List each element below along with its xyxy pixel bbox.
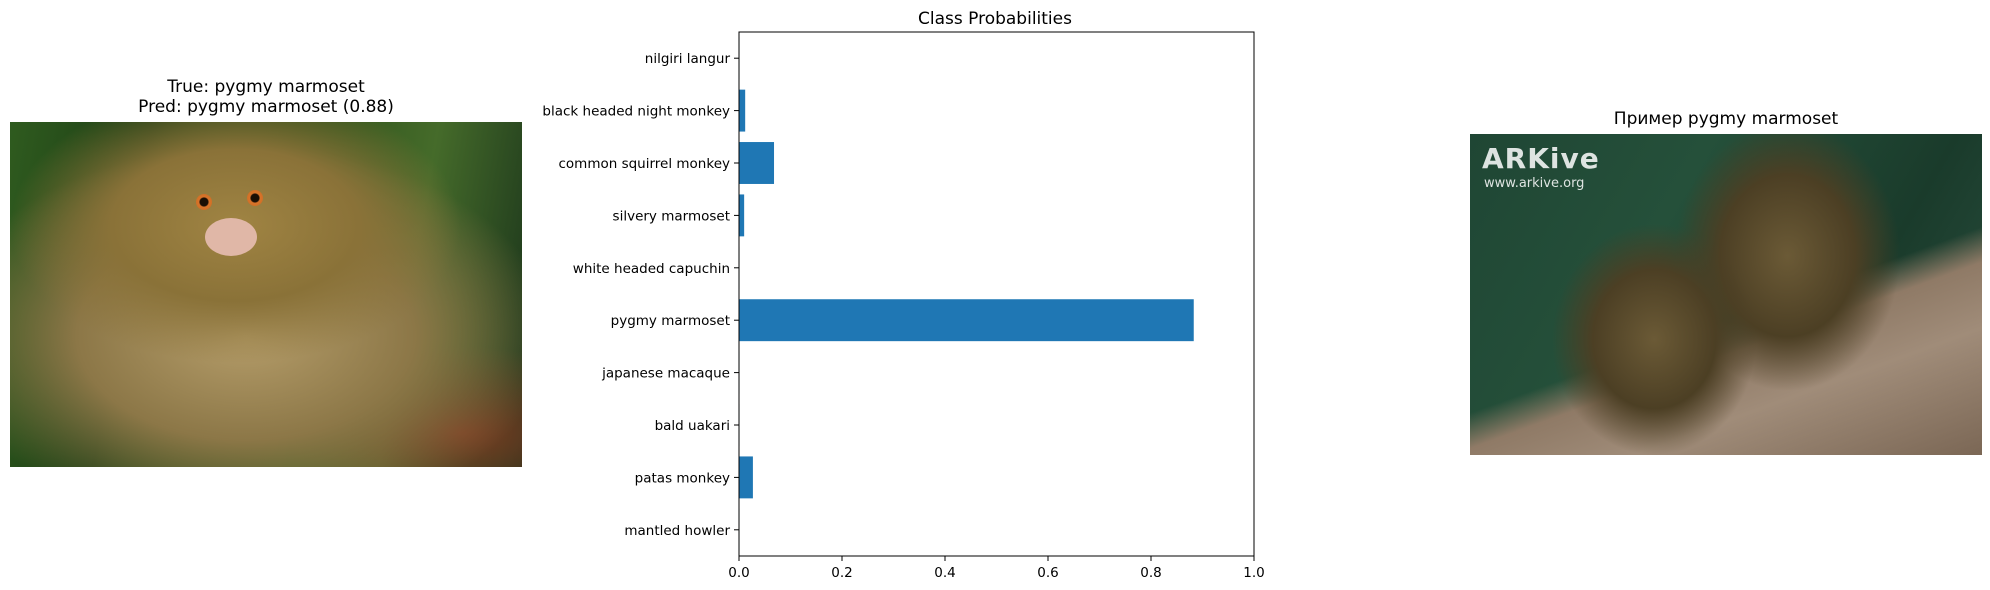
y-tick-label: common squirrel monkey <box>558 156 730 172</box>
x-tick-label: 0.4 <box>934 565 955 581</box>
left-image-title-line1: True: pygmy marmoset <box>167 77 365 97</box>
y-tick-label: bald uakari <box>655 418 730 434</box>
bars-group <box>739 37 1194 551</box>
y-tick-label: white headed capuchin <box>573 261 730 277</box>
x-axis-ticks: 0.0 0.2 0.4 0.6 0.8 1.0 <box>728 556 1265 581</box>
y-axis-ticks: nilgiri langur black headed night monkey c… <box>542 51 739 539</box>
bar-patas-monkey <box>739 456 753 499</box>
right-eye <box>247 190 263 206</box>
y-tick-label: patas monkey <box>635 470 730 486</box>
chart-title: Class Probabilities <box>918 9 1072 29</box>
left-eye <box>196 194 212 210</box>
bar-black-headed-night-monkey <box>739 89 746 132</box>
y-tick-label: silvery marmoset <box>613 208 730 224</box>
plot-area-frame <box>738 31 1255 557</box>
arkive-logo: ARKive <box>1482 142 1600 175</box>
bar-common-squirrel-monkey <box>739 142 775 184</box>
y-tick-label: black headed night monkey <box>542 104 730 120</box>
bar-silvery-marmoset <box>739 194 745 237</box>
arkive-url: www.arkive.org <box>1484 176 1585 191</box>
x-tick-label: 0.0 <box>728 565 749 581</box>
pygmy-marmoset-photo <box>10 122 522 467</box>
x-tick-label: 0.8 <box>1140 565 1161 581</box>
x-tick-label: 1.0 <box>1243 565 1264 581</box>
bar-pygmy-marmoset <box>739 299 1194 342</box>
muzzle <box>205 218 257 256</box>
example-marmoset-photo: ARKive www.arkive.org <box>1470 134 1982 455</box>
x-tick-label: 0.6 <box>1037 565 1058 581</box>
left-image-title-line2: Pred: pygmy marmoset (0.88) <box>138 97 394 117</box>
y-tick-label: mantled howler <box>624 523 730 539</box>
y-tick-label: japanese macaque <box>601 366 730 382</box>
y-tick-label: pygmy marmoset <box>611 313 730 329</box>
right-image-title: Пример pygmy marmoset <box>1613 109 1839 129</box>
y-tick-label: nilgiri langur <box>645 51 731 67</box>
x-tick-label: 0.2 <box>831 565 852 581</box>
